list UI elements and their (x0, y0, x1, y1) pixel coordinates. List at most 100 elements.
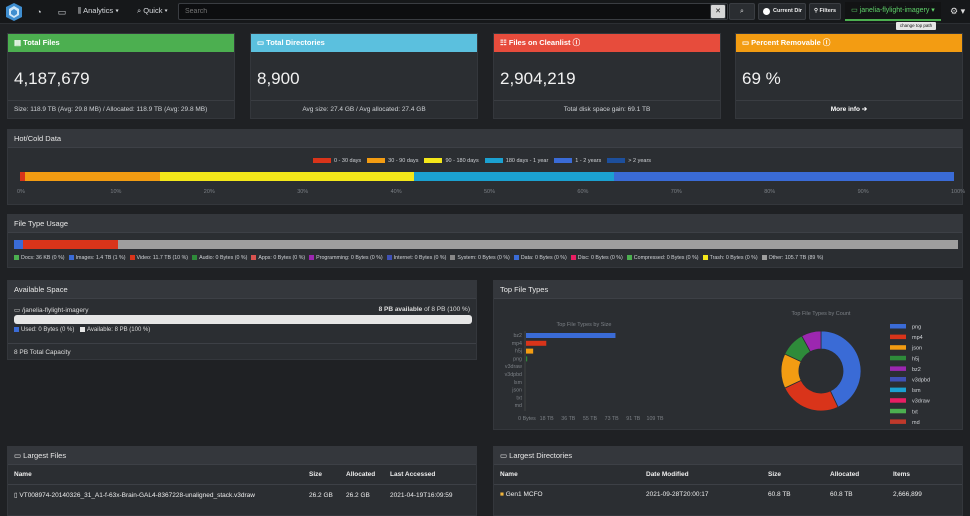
col-last-accessed[interactable]: Last Accessed (384, 465, 476, 485)
col-items[interactable]: Items (887, 465, 962, 485)
filetype-legend-item[interactable]: Programming: 0 Bytes (0 %) (309, 255, 383, 261)
pie-slice-mp4[interactable] (784, 379, 839, 412)
largest-files-table: Name Size Allocated Last Accessed ▯ VT00… (8, 465, 476, 505)
available-rest: of 8 PB (100 %) (424, 306, 470, 313)
hotcold-legend-item[interactable]: 90 - 180 days (424, 158, 479, 164)
pie-legend-label[interactable]: v3draw (912, 399, 930, 405)
change-top-path-tooltip: change top path (896, 22, 936, 30)
removable-header: ▭ Percent Removable ⓘ (736, 34, 962, 52)
filetype-legend-item[interactable]: Compressed: 0 Bytes (0 %) (626, 255, 699, 261)
filters-button[interactable]: ⚲ Filters (809, 3, 841, 20)
col-allocated[interactable]: Allocated (824, 465, 887, 485)
total-dirs-card: ▭ Total Directories 8,900 Avg size: 27.4… (250, 33, 478, 119)
largest-files-title: Largest Files (23, 451, 67, 460)
cleanlist-footer: Total disk space gain: 69.1 TB (494, 100, 720, 118)
total-files-value: 4,187,679 (14, 69, 90, 88)
hotcold-legend-item[interactable]: 30 - 90 days (367, 158, 418, 164)
hotcold-segment[interactable] (414, 172, 615, 181)
available-space-panel: Available Space ▭ /janelia-flylight-imag… (7, 280, 477, 360)
filetype-segment[interactable] (117, 240, 958, 249)
legend-label: Images: 1.4 TB (1 %) (75, 255, 126, 261)
axis-tick-label: 20% (203, 189, 215, 195)
legend-swatch (424, 158, 443, 164)
dashboard-icon[interactable]: ◔ (36, 7, 42, 17)
hotcold-segment[interactable] (160, 172, 415, 181)
file-size: 26.2 GB (309, 491, 333, 499)
filetype-legend-item[interactable]: Trash: 0 Bytes (0 %) (702, 255, 758, 261)
pie-legend-label[interactable]: lsm (912, 388, 921, 394)
pie-legend-label[interactable]: png (912, 325, 921, 331)
filetype-legend-item[interactable]: Images: 1.4 TB (1 %) (68, 255, 126, 261)
col-allocated[interactable]: Allocated (340, 465, 384, 485)
pie-legend-label[interactable]: md (912, 420, 920, 426)
bar-axis-tick: 36 TB (561, 416, 576, 422)
hotcold-legend-item[interactable]: > 2 years (607, 158, 651, 164)
filetype-legend-item[interactable]: Internet: 0 Bytes (0 %) (386, 255, 446, 261)
filetype-legend-item[interactable]: Other: 105.7 TB (89 %) (761, 255, 823, 261)
axis-tick-label: 70% (670, 189, 682, 195)
top-navbar: ◔ ▭ ⫼ Analytics ▾ ⌕ Quick ▾ ✕ ⌕ Current … (0, 0, 970, 30)
available-label: Available: 8 PB (100 %) (87, 327, 151, 334)
more-info-link[interactable]: More info ➔ (736, 100, 962, 118)
pie-legend-label[interactable]: json (911, 346, 922, 352)
total-files-footer: Size: 118.9 TB (Avg: 29.8 MB) / Allocate… (8, 100, 234, 118)
pie-legend-label[interactable]: mp4 (912, 335, 923, 341)
folder-icon[interactable]: ▭ (57, 7, 67, 17)
clear-search-button[interactable]: ✕ (710, 4, 726, 19)
app-logo-icon[interactable] (4, 2, 24, 22)
top-path-dropdown[interactable]: ▭ janelia-flylight-imagery ▾ (845, 2, 941, 21)
col-size[interactable]: Size (762, 465, 824, 485)
hotcold-legend-item[interactable]: 180 days - 1 year (484, 158, 549, 164)
toggle-dot-icon (763, 8, 770, 15)
drive-icon: ▭ (14, 307, 21, 314)
file-name-cell[interactable]: ▯ VT008974-20140326_31_A1-f-63x-Brain-GA… (8, 485, 303, 506)
hotcold-segment[interactable] (24, 172, 161, 181)
removable-title: Percent Removable (751, 38, 821, 47)
pie-legend-label[interactable]: bz2 (912, 367, 921, 373)
legend-swatch (309, 255, 315, 261)
dir-name-cell[interactable]: ■ Gen1 MCFO (494, 485, 640, 505)
filetype-segment[interactable] (23, 240, 118, 249)
analytics-menu[interactable]: ⫼ Analytics ▾ (78, 6, 119, 15)
hotcold-legend-item[interactable]: 1 - 2 years (554, 158, 601, 164)
col-name[interactable]: Name (494, 465, 640, 485)
quick-menu[interactable]: ⌕ Quick ▾ (137, 6, 168, 15)
filetype-legend-item[interactable]: Docs: 36 KB (0 %) (14, 255, 65, 261)
pie-slice-png[interactable] (820, 330, 862, 408)
hotcold-segment[interactable] (20, 172, 25, 181)
bar-png[interactable] (526, 356, 528, 362)
legend-label: Data: 0 Bytes (0 %) (520, 255, 567, 261)
col-name[interactable]: Name (8, 465, 303, 485)
search-input[interactable] (179, 4, 727, 19)
pie-slice-bz2[interactable] (801, 330, 822, 353)
col-size[interactable]: Size (303, 465, 340, 485)
search-button[interactable]: ⌕ (729, 3, 755, 20)
table-row[interactable]: ■ Gen1 MCFO 2021-09-28T20:00:17 60.8 TB … (494, 485, 962, 505)
legend-label: Audio: 0 Bytes (0 %) (199, 255, 248, 261)
filetype-legend-item[interactable]: System: 0 Bytes (0 %) (450, 255, 510, 261)
filetype-segment[interactable] (14, 240, 24, 249)
col-date-modified[interactable]: Date Modified (640, 465, 762, 485)
filetype-legend-item[interactable]: Apps: 0 Bytes (0 %) (251, 255, 305, 261)
hotcold-segment[interactable] (614, 172, 954, 181)
bar-mp4[interactable] (526, 340, 547, 346)
pie-legend-label[interactable]: txt (912, 409, 918, 415)
filetype-legend-item[interactable]: Video: 11.7 TB (10 %) (129, 255, 188, 261)
largest-files-panel: ▭ Largest Files Name Size Allocated Last… (7, 446, 477, 516)
legend-label: 30 - 90 days (388, 158, 419, 164)
hotcold-legend-item[interactable]: 0 - 30 days (312, 158, 361, 164)
bar-h5j[interactable] (526, 348, 534, 354)
filetype-legend-item[interactable]: Disc: 0 Bytes (0 %) (570, 255, 623, 261)
pie-legend-label[interactable]: v3dpbd (912, 378, 930, 384)
available-strong: 8 PB available (378, 306, 423, 313)
current-dir-toggle[interactable]: Current Dir (758, 3, 806, 20)
table-row[interactable]: ▯ VT008974-20140326_31_A1-f-63x-Brain-GA… (8, 485, 476, 506)
search-box (178, 3, 728, 20)
filetype-legend-item[interactable]: Data: 0 Bytes (0 %) (513, 255, 567, 261)
settings-gear-icon[interactable]: ⚙ ▾ (950, 6, 966, 16)
filetype-legend-item[interactable]: Audio: 0 Bytes (0 %) (192, 255, 247, 261)
dir-allocated: 60.8 TB (830, 491, 853, 498)
pie-legend-label[interactable]: h5j (912, 356, 919, 362)
legend-label: 180 days - 1 year (505, 158, 549, 164)
bar-bz2[interactable] (526, 333, 616, 338)
